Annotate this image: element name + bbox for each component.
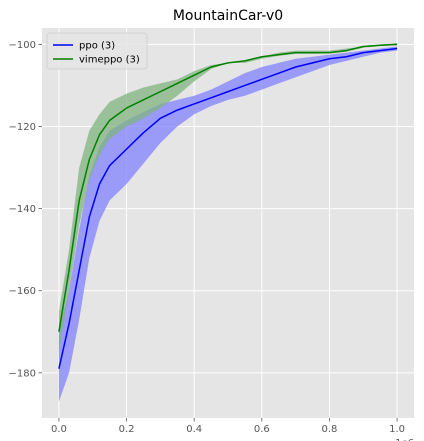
series-lines (58, 43, 398, 369)
legend[interactable]: ppo (3) vimeppo (3) (46, 32, 148, 70)
y-tick-label: −120 (9, 122, 36, 133)
x-tick-label: 0.2 (119, 424, 135, 435)
y-tick-label: −100 (9, 40, 36, 51)
x-tick-label: 1.0 (389, 424, 405, 435)
y-tick-label: −160 (9, 286, 36, 297)
x-tick-label: 0.6 (254, 424, 270, 435)
x-tick-label: 0.0 (51, 424, 67, 435)
series-line-1 (58, 43, 398, 332)
x-tick-label: 0.4 (186, 424, 202, 435)
y-tick-label: −180 (9, 368, 36, 379)
tick-labels: 0.0 0.2 0.4 0.6 0.8 1.0 −180 −160 −140 −120 −100 (9, 40, 406, 435)
chart-title: MountainCar-v0 (173, 8, 283, 24)
x-axis-offset-label: 1e6 (395, 438, 414, 441)
series-line-0 (58, 47, 398, 369)
grid (42, 28, 414, 418)
legend-box (46, 32, 148, 70)
legend-label-1: vimeppo (3) (79, 55, 140, 66)
x-tick-label: 0.8 (322, 424, 338, 435)
series-band-0 (58, 46, 398, 402)
legend-label-0: ppo (3) (79, 41, 115, 52)
confidence-bands (58, 43, 398, 402)
y-tick-label: −140 (9, 204, 36, 215)
